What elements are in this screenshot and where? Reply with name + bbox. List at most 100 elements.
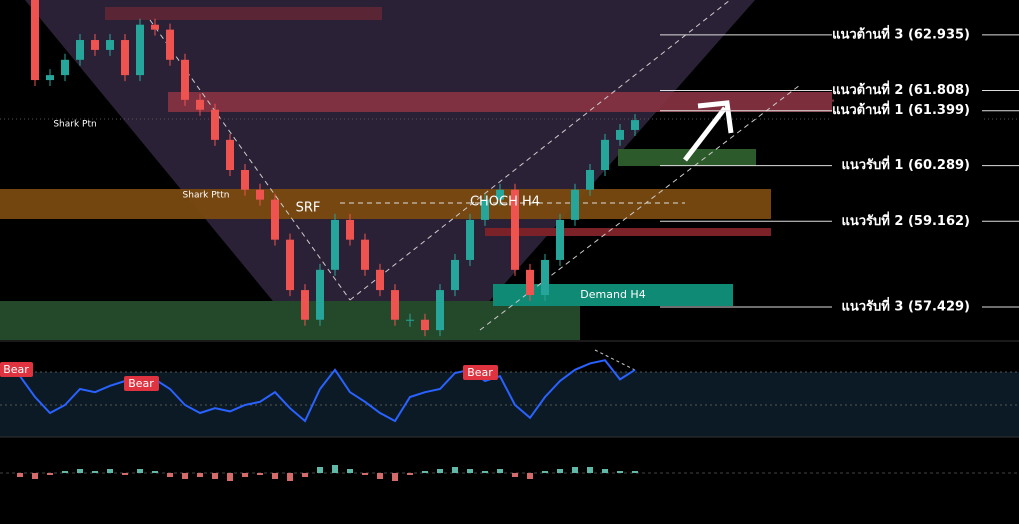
momentum-bar: [587, 467, 593, 473]
candle: [391, 290, 399, 320]
momentum: [17, 465, 638, 481]
arrow: [683, 106, 727, 162]
candle: [31, 0, 39, 81]
candle: [601, 139, 609, 170]
candle: [226, 139, 234, 170]
candle: [511, 189, 519, 270]
triangle-zone: [25, 0, 755, 340]
candle: [91, 40, 99, 50]
momentum-bar: [182, 473, 188, 479]
momentum-bar: [167, 473, 173, 477]
level-label: แนวต้านที่ 1 (61.399): [832, 100, 970, 118]
annotation: SRF: [296, 201, 321, 216]
label-bg: [832, 101, 982, 120]
momentum-bar: [32, 473, 38, 479]
candle: [376, 269, 384, 291]
candle: [301, 290, 309, 320]
momentum-bar: [617, 471, 623, 473]
candle: [271, 199, 279, 240]
momentum-bar: [287, 473, 293, 481]
arrow: [697, 100, 734, 134]
zone: [485, 228, 771, 236]
momentum-bar: [572, 467, 578, 473]
candle: [496, 189, 504, 200]
candle: [556, 219, 564, 260]
momentum-bar: [47, 473, 53, 475]
candle: [196, 99, 204, 110]
candle: [46, 75, 54, 81]
annotation: Demand H4: [580, 288, 645, 301]
momentum-bar: [77, 469, 83, 473]
candle: [121, 40, 129, 76]
momentum-bar: [242, 473, 248, 477]
momentum-bar: [542, 471, 548, 473]
label-bg: [832, 81, 982, 100]
rsi-line: [19, 359, 636, 423]
label-bg: [832, 212, 982, 231]
momentum-bar: [257, 473, 263, 475]
candle: [586, 170, 594, 190]
momentum-bar: [437, 469, 443, 473]
momentum-bar: [302, 473, 308, 477]
levels: แนวต้านที่ 3 (62.935) แนวต้านที่ 2 (61.80…: [660, 24, 1019, 316]
candle: [256, 189, 264, 200]
momentum-bar: [512, 473, 518, 477]
candle: [76, 40, 84, 60]
momentum-bar: [92, 471, 98, 473]
candle: [541, 259, 549, 296]
bear-tag: [463, 365, 498, 380]
level-label: แนวรับที่ 3 (57.429): [841, 296, 970, 314]
candle: [526, 269, 534, 296]
candle: [406, 319, 414, 321]
momentum-bar: [212, 473, 218, 479]
candle: [346, 219, 354, 240]
candle: [61, 59, 69, 76]
annotation: Shark Pttn: [183, 191, 230, 201]
candle: [571, 189, 579, 220]
divergence: [594, 349, 636, 371]
momentum-bar: [422, 471, 428, 473]
level-label: แนวรับที่ 1 (60.289): [841, 155, 970, 173]
momentum-bar: [107, 469, 113, 473]
annotation: Shark Ptn: [53, 120, 96, 130]
candle: [211, 109, 219, 140]
bear-label: Bear: [3, 363, 29, 376]
momentum-bar: [452, 467, 458, 473]
zone: [0, 301, 580, 340]
level-label: แนวต้านที่ 2 (61.808): [832, 80, 970, 98]
momentum-bar: [362, 473, 368, 475]
candles: [31, 0, 639, 337]
momentum-bar: [62, 471, 68, 473]
momentum-bar: [407, 473, 413, 475]
momentum-bar: [632, 471, 638, 473]
bear-label: Bear: [128, 377, 154, 390]
candle: [181, 59, 189, 100]
candle: [331, 219, 339, 270]
momentum-bar: [272, 473, 278, 479]
bear-tag: [124, 376, 159, 391]
label-bg: [832, 297, 982, 316]
zone: [493, 284, 733, 306]
momentum-bar: [197, 473, 203, 477]
candle: [241, 170, 249, 190]
momentum-bar: [377, 473, 383, 479]
label-bg: [832, 156, 982, 175]
momentum-bar: [467, 469, 473, 473]
level-label: แนวรับที่ 2 (59.162): [841, 211, 970, 229]
zone: [105, 7, 382, 20]
momentum-bar: [602, 469, 608, 473]
momentum-bar: [557, 469, 563, 473]
rsi-band: [0, 372, 1019, 437]
label-bg: [832, 25, 982, 44]
momentum-bar: [122, 473, 128, 475]
candle: [481, 199, 489, 220]
candle: [361, 239, 369, 270]
bear-label: Bear: [467, 366, 493, 379]
momentum-bar: [482, 471, 488, 473]
momentum-bar: [527, 473, 533, 479]
candle: [286, 239, 294, 291]
momentum-bar: [17, 473, 23, 477]
momentum-bar: [332, 465, 338, 473]
candle: [466, 219, 474, 260]
